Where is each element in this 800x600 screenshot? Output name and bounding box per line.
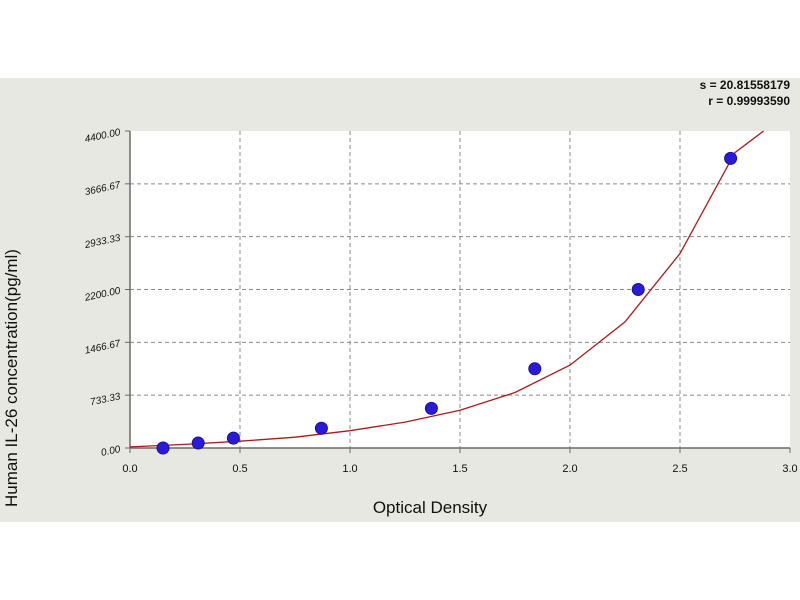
y-tick-label: 0.00	[100, 444, 122, 459]
data-point	[631, 283, 645, 296]
fit-r-value: r = 0.99993590	[708, 94, 790, 108]
fit-curve-line	[130, 130, 764, 448]
x-tick-label: 2.5	[672, 463, 687, 475]
data-point	[424, 401, 438, 415]
y-axis-label: Human IL-26 concentration(pg/ml)	[2, 249, 21, 507]
data-point	[314, 421, 328, 435]
y-tick-label: 2200.00	[83, 285, 122, 304]
x-tick-label: 0.0	[122, 463, 137, 475]
y-tick-label: 4400.00	[84, 127, 122, 145]
data-point	[528, 362, 542, 376]
data-point	[724, 151, 738, 165]
chart-figure: 0.0 0.5 1.0 1.5 2.0 2.5 3.0 0.00 733.33 1466.67 22…	[0, 78, 800, 522]
x-tick-label: 1.5	[452, 463, 467, 475]
y-tick-label: 733.33	[89, 391, 122, 408]
y-tick-label: 1466.67	[84, 338, 122, 356]
y-tick-label: 2933.33	[83, 233, 122, 252]
fit-s-value: s = 20.81558179	[699, 78, 790, 92]
x-axis-label: Optical Density	[372, 498, 488, 517]
x-tick-label: 2.0	[562, 463, 577, 475]
data-point	[226, 431, 240, 445]
y-tick-label: 3666.67	[84, 180, 122, 198]
x-tick-label: 3.0	[782, 463, 797, 475]
plot-area: 0.0 0.5 1.0 1.5 2.0 2.5 3.0 0.00 733.33 1466.67 22…	[83, 127, 798, 475]
data-point	[191, 436, 205, 450]
data-point	[156, 441, 170, 455]
x-tick-label: 0.5	[232, 463, 247, 475]
x-tick-label: 1.0	[342, 463, 357, 475]
